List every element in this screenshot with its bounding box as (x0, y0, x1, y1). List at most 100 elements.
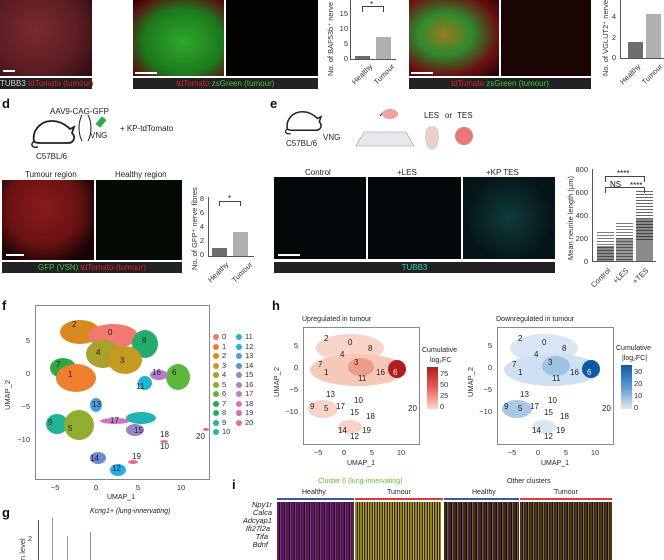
cluster-label: 3 (354, 358, 359, 367)
gene-label: Calca (252, 508, 272, 517)
cluster-label: 10 (548, 396, 557, 405)
vng-label: VNG (323, 133, 341, 142)
cluster-label: 5 (68, 424, 73, 433)
cluster-label: 17 (336, 402, 345, 411)
other-healthy-label: Healthy (472, 489, 496, 496)
legend-item: 2 (213, 351, 226, 360)
cluster6-healthy-label: Healthy (302, 489, 326, 496)
legend-item: 3 (213, 361, 226, 370)
up-colorbar (427, 367, 438, 409)
legend-item: 6 (213, 389, 226, 398)
ytick: 0 (25, 369, 30, 378)
legend-item: 4 (213, 370, 226, 379)
colorbar-tick: 10 (634, 391, 643, 400)
ytick: 2 (27, 534, 32, 543)
tumour-bar (520, 498, 612, 500)
healthy-region-title: Healthy region (115, 170, 167, 179)
cluster-label: 19 (556, 426, 565, 435)
vng-label: VNG (90, 131, 108, 140)
scatter-dots-les (616, 222, 633, 260)
les-micrograph (368, 177, 461, 259)
strain-label: C57BL/6 (286, 139, 318, 148)
cluster-label: 18 (560, 412, 569, 421)
cluster-13 (90, 398, 102, 412)
gene-label: Adcyap1 (242, 516, 272, 525)
ytick: 2 (199, 236, 204, 245)
ytick: 0 (343, 54, 348, 63)
cluster-label: 6 (393, 368, 398, 377)
legend-item: 17 (236, 389, 253, 398)
ytick: 2 (611, 33, 616, 42)
cluster-3 (108, 346, 142, 374)
cluster-label: 1 (68, 370, 73, 379)
healthy-micrograph-red (501, 0, 591, 76)
panel-letter-i: i (232, 477, 236, 492)
xtick: 10 (396, 448, 406, 457)
umap-density (532, 420, 556, 434)
scale-bar (411, 72, 433, 74)
downregulated-title: Downregulated in tumour (496, 316, 575, 323)
cluster-16 (150, 370, 168, 380)
legend-item: 19 (236, 408, 253, 417)
cluster-label: 14 (338, 426, 347, 435)
umap2-ylabel: UMAP_2 (272, 366, 281, 397)
upregulated-title: Upregulated in tumour (302, 316, 372, 323)
violin-line (52, 518, 53, 560)
cluster-label: 4 (96, 348, 101, 357)
umap-density (308, 400, 338, 418)
mouse-icon (284, 111, 323, 135)
gene-label: Npy1r (251, 500, 272, 509)
umap-density (348, 358, 374, 376)
cluster-label: 2 (72, 320, 77, 329)
umap-plot-area: 2 0 8 4 3 7 1 16 6 11 13 9 5 17 15 18 10… (35, 305, 210, 480)
healthy-bar (277, 498, 354, 500)
ytick: 4 (611, 12, 616, 21)
xtick: 0 (535, 448, 541, 457)
other-tumour-label: Tumour (554, 489, 578, 496)
umap1-xlabel: UMAP_1 (347, 460, 376, 467)
tumour-region-micrograph (2, 180, 94, 260)
xtick: 5 (563, 448, 569, 457)
ytick: −10 (479, 407, 492, 416)
heatmap-other-tumour (520, 502, 612, 560)
cluster-label: 18 (160, 430, 169, 439)
cluster-15 (126, 424, 144, 436)
ytick: 0 (583, 257, 588, 266)
sig-inner: **** (630, 181, 643, 190)
cluster-label: 1 (518, 368, 523, 377)
bar-healthy (628, 42, 643, 58)
cluster-label: 2 (324, 334, 329, 343)
healthy-region-micrograph (96, 180, 182, 260)
lung-icon (425, 126, 439, 150)
cluster-label: 12 (350, 432, 359, 441)
x-axis (350, 59, 396, 60)
panel-g-title: Kcng1+ (lung-innervating) (90, 508, 171, 515)
sig-ns: NS (610, 180, 622, 189)
legend-item: 20 (236, 418, 253, 427)
sig-bracket (362, 6, 384, 12)
cluster-label: 16 (376, 368, 385, 377)
sig-top: **** (617, 169, 630, 178)
panel-d-caption: GFP (VSN) tdTomato (tumour) (2, 262, 182, 273)
cluster-label: 5 (518, 404, 523, 413)
ytick: 5 (343, 39, 348, 48)
down-legend-title-2: |log₂FC| (622, 355, 648, 362)
condition-control: Control (305, 168, 331, 177)
colorbar-tick: 0 (440, 402, 445, 411)
up-legend-title-1: Cumulative (422, 347, 458, 354)
cluster-12 (110, 464, 126, 476)
colorbar-tick: 20 (634, 379, 643, 388)
ytick: 15 (339, 9, 348, 18)
cluster-label: 12 (112, 464, 121, 473)
cluster-label: 15 (134, 426, 143, 435)
cluster-label: 16 (152, 368, 161, 377)
panel-a-caption: TUBB3 tdTomato (tumour) (0, 78, 94, 89)
mouse-icon (31, 120, 76, 148)
umap-density (502, 400, 532, 418)
cluster-17 (100, 418, 130, 424)
cluster-label: 0 (348, 338, 353, 347)
panel-b-caption: tdTomato zsGreen (tumour) (133, 78, 318, 89)
xtick-les: +LES (610, 266, 631, 286)
ytick: 10 (339, 24, 348, 33)
scale-bar (3, 70, 15, 72)
